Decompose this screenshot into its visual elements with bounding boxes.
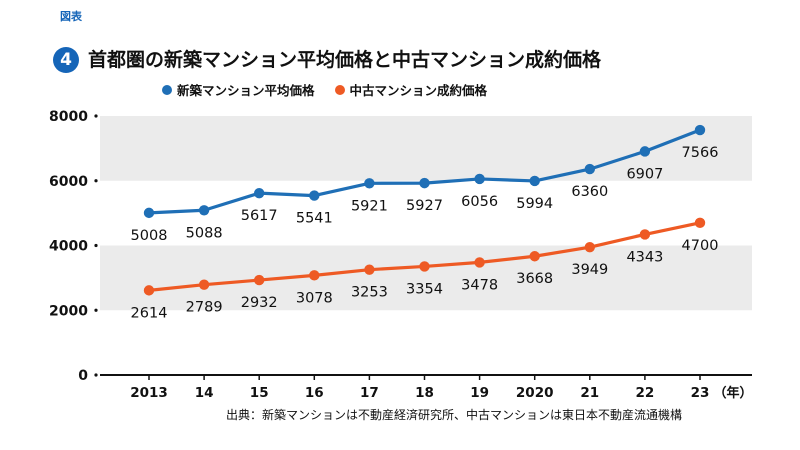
data-label: 5617: [241, 208, 278, 224]
y-tick-label: 0: [78, 368, 88, 384]
data-label: 4343: [626, 249, 663, 265]
figure-label: 図表: [60, 10, 82, 23]
data-label: 3668: [516, 271, 553, 287]
y-tick-label: 6000: [49, 174, 88, 190]
data-label: 3354: [406, 281, 443, 297]
legend-label-used: 中古マンション成約価格: [349, 83, 488, 98]
y-tick-mark: [94, 179, 98, 183]
data-label: 4700: [682, 238, 719, 254]
data-point: [309, 270, 320, 281]
data-point: [694, 217, 706, 229]
data-point: [474, 173, 485, 185]
data-point: [529, 251, 540, 262]
legend-item-used: 中古マンション成約価格: [334, 80, 488, 99]
data-label: 6907: [626, 166, 663, 182]
figure-number-badge: 4: [53, 47, 79, 73]
x-tick-label: 18: [415, 385, 434, 401]
data-label: 2789: [186, 300, 223, 316]
data-label: 3078: [296, 290, 333, 306]
x-tick-label: 15: [250, 385, 269, 401]
source-note: 出典：新築マンションは不動産経済研究所、中古マンションは東日本不動産流通機構: [226, 408, 683, 422]
y-tick-mark: [94, 243, 98, 248]
data-point: [309, 190, 320, 201]
grid-band: [100, 245, 752, 311]
data-point: [364, 178, 375, 189]
data-label: 3478: [461, 277, 498, 293]
y-tick-mark: [94, 114, 98, 118]
y-tick-label: 8000: [49, 109, 88, 125]
x-tick-label: 2020: [516, 385, 554, 401]
y-tick-mark: [94, 373, 98, 377]
y-tick-mark: [94, 308, 98, 312]
data-point: [419, 261, 430, 272]
data-point: [639, 229, 651, 240]
data-point: [364, 264, 375, 275]
data-point: [474, 257, 485, 268]
data-label: 3949: [571, 262, 608, 278]
data-point: [639, 146, 651, 157]
data-point: [143, 207, 155, 219]
data-point: [584, 241, 595, 253]
legend-marker-used: [334, 84, 345, 95]
data-point: [529, 175, 540, 187]
data-label: 5994: [516, 196, 553, 212]
x-tick-label: 23: [691, 385, 710, 401]
x-tick-label: 14: [195, 385, 214, 401]
legend-item-new: 新築マンション平均価格: [162, 80, 315, 99]
y-tick-label: 4000: [49, 239, 88, 255]
data-point: [419, 177, 430, 189]
x-tick-label: 17: [360, 385, 379, 401]
data-point: [198, 279, 210, 290]
data-label: 5541: [296, 211, 333, 227]
data-point: [198, 205, 210, 216]
legend-label-new: 新築マンション平均価格: [177, 83, 315, 98]
data-point: [143, 285, 155, 296]
y-tick-label: 2000: [49, 303, 88, 319]
x-tick-label: 22: [636, 385, 655, 401]
data-point: [584, 163, 595, 175]
data-point: [254, 187, 265, 199]
data-point: [694, 124, 706, 136]
data-label: 2614: [131, 305, 168, 321]
x-unit-label: （年）: [713, 385, 752, 401]
x-tick-label: 19: [470, 385, 489, 401]
chart-title: 首都圏の新築マンション平均価格と中古マンション成約価格: [88, 49, 602, 71]
data-label: 6056: [461, 194, 498, 210]
data-label: 5921: [351, 198, 388, 214]
data-label: 7566: [682, 145, 719, 161]
legend: 新築マンション平均価格 中古マンション成約価格: [162, 80, 487, 99]
legend-marker-new: [162, 84, 172, 95]
data-label: 2932: [241, 295, 278, 311]
data-label: 5008: [131, 228, 168, 244]
data-point: [254, 274, 265, 286]
x-tick-label: 21: [580, 385, 599, 401]
data-label: 5088: [186, 225, 223, 241]
data-label: 3253: [351, 285, 388, 301]
data-label: 5927: [406, 198, 443, 214]
x-tick-label: 2013: [130, 385, 168, 401]
x-tick-label: 16: [305, 385, 324, 401]
data-label: 6360: [571, 184, 608, 200]
